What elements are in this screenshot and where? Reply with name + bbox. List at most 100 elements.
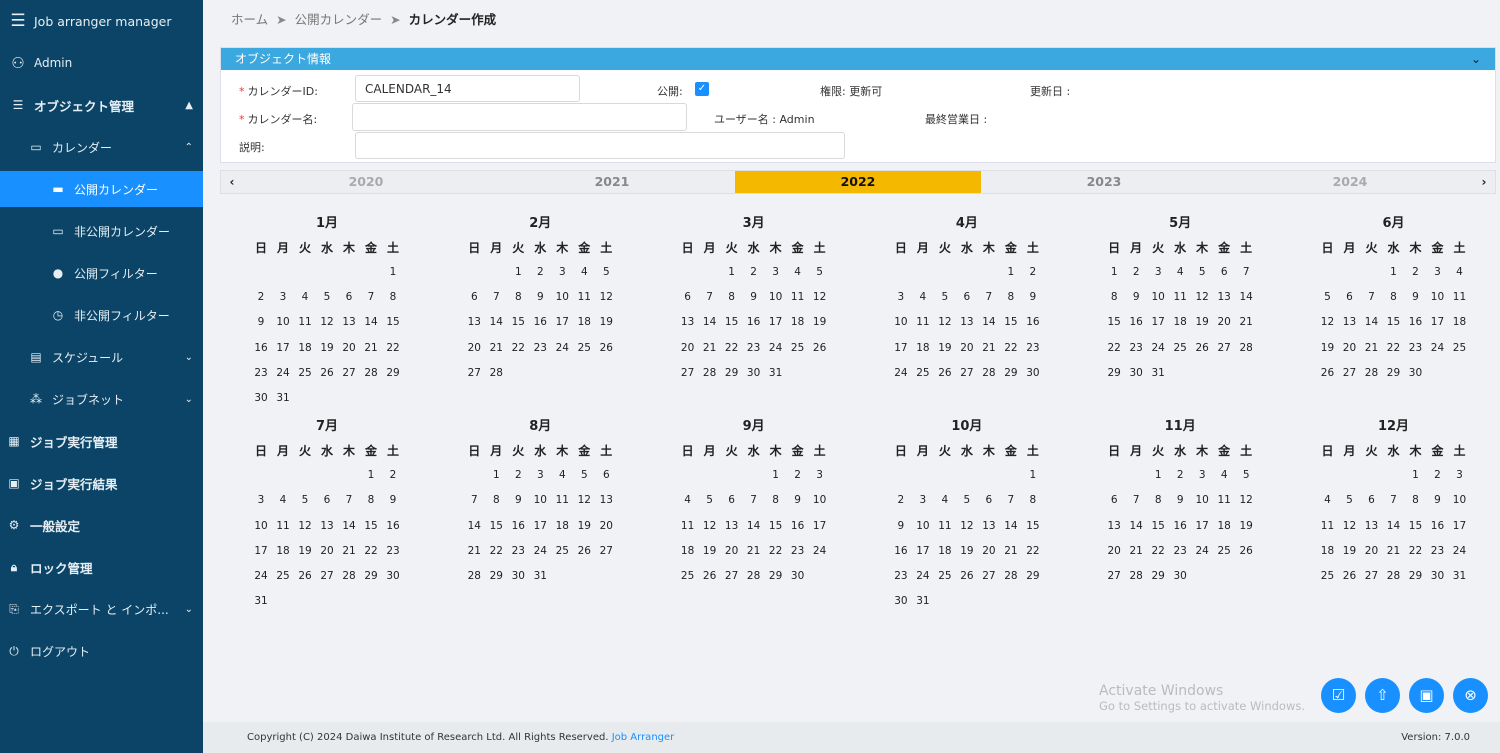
day-cell[interactable]: 22 bbox=[1386, 341, 1401, 354]
sidebar-item-private-calendar[interactable]: ▭ 非公開カレンダー bbox=[0, 213, 203, 249]
day-cell[interactable]: 20 bbox=[1107, 544, 1121, 557]
day-cell[interactable]: 21 bbox=[1386, 544, 1401, 557]
day-cell[interactable]: 6 bbox=[470, 291, 478, 304]
day-cell[interactable]: 7 bbox=[492, 291, 500, 304]
day-cell[interactable]: 9 bbox=[897, 519, 905, 532]
sidebar-item-general-settings[interactable]: ⚙ 一般設定 bbox=[0, 507, 203, 543]
day-cell[interactable]: 23 bbox=[1430, 544, 1445, 557]
day-cell[interactable]: 1 bbox=[1029, 469, 1037, 482]
day-cell[interactable]: 18 bbox=[938, 544, 952, 557]
day-cell[interactable]: 17 bbox=[1151, 316, 1165, 329]
day-cell[interactable]: 4 bbox=[941, 494, 949, 507]
day-cell[interactable]: 19 bbox=[577, 519, 591, 532]
day-cell[interactable]: 26 bbox=[599, 341, 613, 354]
day-cell[interactable]: 14 bbox=[342, 519, 356, 532]
sidebar-item-logout[interactable]: ⏻ ログアウト bbox=[0, 633, 203, 669]
day-cell[interactable]: 23 bbox=[1129, 341, 1143, 354]
day-cell[interactable]: 15 bbox=[489, 519, 503, 532]
day-cell[interactable]: 26 bbox=[812, 341, 827, 354]
day-cell[interactable]: 9 bbox=[750, 291, 757, 304]
sidebar-item-jobnet[interactable]: ⁂ ジョブネット ⌄ bbox=[0, 381, 203, 417]
day-cell[interactable]: 18 bbox=[577, 316, 591, 329]
day-cell[interactable]: 10 bbox=[254, 519, 268, 532]
day-cell[interactable]: 5 bbox=[580, 469, 588, 482]
day-cell[interactable]: 18 bbox=[1320, 544, 1335, 557]
day-cell[interactable]: 17 bbox=[1195, 519, 1209, 532]
day-cell[interactable]: 25 bbox=[1217, 544, 1231, 557]
day-cell[interactable]: 24 bbox=[1195, 544, 1209, 557]
day-cell[interactable]: 12 bbox=[1239, 494, 1253, 507]
day-cell[interactable]: 7 bbox=[985, 291, 993, 304]
day-cell[interactable]: 6 bbox=[985, 494, 993, 507]
day-cell[interactable]: 8 bbox=[1154, 494, 1162, 507]
day-cell[interactable]: 10 bbox=[276, 316, 290, 329]
day-cell[interactable]: 25 bbox=[680, 569, 695, 582]
day-cell[interactable]: 16 bbox=[1129, 316, 1143, 329]
day-cell[interactable]: 6 bbox=[728, 494, 735, 507]
day-cell[interactable]: 21 bbox=[982, 341, 996, 354]
day-cell[interactable]: 13 bbox=[724, 519, 739, 532]
sidebar-item-public-calendar[interactable]: ▬ 公開カレンダー bbox=[0, 171, 203, 207]
day-cell[interactable]: 14 bbox=[1364, 316, 1379, 329]
day-cell[interactable]: 13 bbox=[1107, 519, 1121, 532]
day-cell[interactable]: 30 bbox=[746, 366, 761, 379]
day-cell[interactable]: 23 bbox=[511, 544, 525, 557]
day-cell[interactable]: 13 bbox=[1364, 519, 1379, 532]
day-cell[interactable]: 5 bbox=[602, 266, 610, 278]
day-cell[interactable]: 23 bbox=[533, 341, 547, 354]
day-cell[interactable]: 2 bbox=[1176, 469, 1184, 482]
register-button[interactable]: ☑ bbox=[1321, 678, 1356, 713]
day-cell[interactable]: 24 bbox=[1452, 544, 1467, 557]
day-cell[interactable]: 8 bbox=[389, 291, 397, 304]
day-cell[interactable]: 14 bbox=[364, 316, 378, 329]
day-cell[interactable]: 26 bbox=[577, 544, 591, 557]
day-cell[interactable]: 28 bbox=[1239, 341, 1253, 354]
day-cell[interactable]: 19 bbox=[1239, 519, 1253, 532]
cancel-button[interactable]: ⊗ bbox=[1453, 678, 1488, 713]
day-cell[interactable]: 20 bbox=[1217, 316, 1231, 329]
day-cell[interactable]: 13 bbox=[467, 316, 481, 329]
day-cell[interactable]: 4 bbox=[1456, 266, 1463, 278]
day-cell[interactable]: 28 bbox=[746, 569, 761, 582]
day-cell[interactable]: 18 bbox=[1173, 316, 1187, 329]
day-cell[interactable]: 22 bbox=[511, 341, 525, 354]
day-cell[interactable]: 30 bbox=[1026, 366, 1040, 379]
day-cell[interactable]: 13 bbox=[680, 316, 695, 329]
sidebar-item-object-management[interactable]: ☰ オブジェクト管理 ▲ bbox=[0, 87, 203, 123]
day-cell[interactable]: 10 bbox=[894, 316, 908, 329]
day-cell[interactable]: 9 bbox=[1176, 494, 1184, 507]
day-cell[interactable]: 17 bbox=[1430, 316, 1445, 329]
day-cell[interactable]: 30 bbox=[790, 569, 805, 582]
year-tab-selected[interactable]: 2022 bbox=[735, 171, 981, 193]
day-cell[interactable]: 3 bbox=[1456, 469, 1463, 482]
day-cell[interactable]: 29 bbox=[724, 366, 739, 379]
day-cell[interactable]: 18 bbox=[555, 519, 569, 532]
day-cell[interactable]: 20 bbox=[1364, 544, 1379, 557]
day-cell[interactable]: 9 bbox=[794, 494, 801, 507]
day-cell[interactable]: 15 bbox=[1107, 316, 1121, 329]
day-cell[interactable]: 4 bbox=[1324, 494, 1331, 507]
day-cell[interactable]: 27 bbox=[1217, 341, 1231, 354]
day-cell[interactable]: 3 bbox=[257, 494, 265, 507]
day-cell[interactable]: 26 bbox=[960, 569, 974, 582]
day-cell[interactable]: 26 bbox=[702, 569, 717, 582]
day-cell[interactable]: 8 bbox=[1029, 494, 1037, 507]
day-cell[interactable]: 18 bbox=[790, 316, 805, 329]
day-cell[interactable]: 25 bbox=[790, 341, 805, 354]
day-cell[interactable]: 19 bbox=[1342, 544, 1357, 557]
day-cell[interactable]: 20 bbox=[320, 544, 334, 557]
day-cell[interactable]: 29 bbox=[1408, 569, 1423, 582]
day-cell[interactable]: 22 bbox=[768, 544, 783, 557]
day-cell[interactable]: 3 bbox=[536, 469, 544, 482]
day-cell[interactable]: 11 bbox=[577, 291, 591, 304]
day-cell[interactable]: 20 bbox=[599, 519, 613, 532]
day-cell[interactable]: 30 bbox=[386, 569, 400, 582]
day-cell[interactable]: 20 bbox=[1342, 341, 1357, 354]
day-cell[interactable]: 13 bbox=[342, 316, 356, 329]
day-cell[interactable]: 16 bbox=[254, 341, 268, 354]
user-item[interactable]: ⚇ Admin bbox=[0, 45, 203, 81]
day-cell[interactable]: 4 bbox=[684, 494, 691, 507]
day-cell[interactable]: 7 bbox=[1007, 494, 1015, 507]
day-cell[interactable]: 12 bbox=[938, 316, 952, 329]
day-cell[interactable]: 11 bbox=[1452, 291, 1467, 304]
